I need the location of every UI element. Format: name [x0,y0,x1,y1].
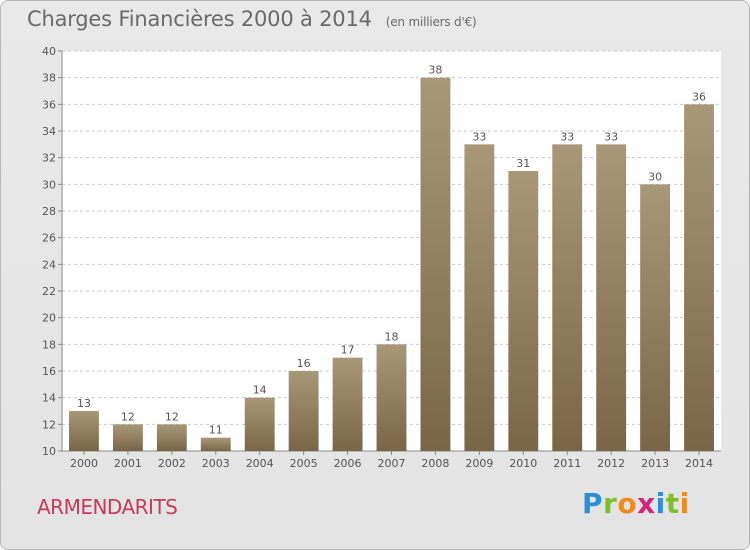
y-tick-label: 24 [42,258,56,271]
y-tick-label: 36 [42,98,56,111]
commune-name: ARMENDARITS [37,495,178,519]
data-label: 13 [77,397,91,410]
x-tick-label: 2007 [378,457,406,470]
bar [684,104,714,451]
y-tick-label: 14 [42,392,56,405]
x-tick-label: 2014 [685,457,713,470]
data-label: 16 [297,357,311,370]
data-label: 17 [341,344,355,357]
y-tick-label: 16 [42,365,56,378]
x-tick-label: 2000 [70,457,98,470]
x-tick-label: 2008 [421,457,449,470]
bar [156,424,187,451]
x-tick-label: 2004 [246,457,274,470]
x-tick-label: 2003 [202,457,230,470]
x-tick-label: 2005 [290,457,318,470]
bar [464,144,495,452]
data-label: 31 [516,157,530,170]
bar [508,171,539,451]
bar [244,397,275,451]
chart-title-text: Charges Financières 2000 à 2014 [27,7,372,31]
x-tick-label: 2013 [641,457,669,470]
x-tick-label: 2002 [158,457,186,470]
x-tick-label: 2011 [553,457,581,470]
y-tick-label: 28 [42,205,56,218]
x-tick-label: 2010 [509,457,537,470]
bar [288,371,319,451]
bar [69,411,99,451]
bar [552,144,583,452]
y-tick-label: 38 [42,72,56,85]
y-tick-label: 22 [42,285,56,298]
chart-title: Charges Financières 2000 à 2014 (en milli… [27,7,477,31]
data-label: 12 [165,410,179,423]
x-tick-label: 2001 [114,457,142,470]
logo-letter: t [665,487,680,520]
y-tick-label: 32 [42,152,56,165]
bar [200,437,231,451]
y-tick-label: 34 [42,125,56,138]
x-tick-label: 2012 [597,457,625,470]
logo-letter: i [679,487,690,520]
bar [112,424,143,451]
y-tick-label: 40 [42,45,56,58]
x-tick-label: 2009 [465,457,493,470]
y-tick-label: 30 [42,178,56,191]
logo-letter: x [637,487,656,520]
data-label: 11 [209,424,223,437]
data-label: 30 [648,170,662,183]
bar [420,77,451,452]
data-label: 12 [121,410,135,423]
logo-letter: r [603,487,618,520]
logo-letter: P [582,487,604,520]
logo-letter: i [655,487,666,520]
data-label: 33 [560,130,574,143]
chart-subtitle: (en milliers d'€) [385,15,477,29]
bar [596,144,627,452]
x-tick-label: 2006 [334,457,362,470]
bar [640,184,671,452]
bar [332,357,363,451]
data-label: 38 [428,64,442,77]
y-tick-label: 26 [42,232,56,245]
y-tick-label: 12 [42,418,56,431]
data-label: 18 [385,330,399,343]
y-tick-label: 10 [42,445,56,458]
logo-letter: o [617,487,638,520]
data-label: 33 [472,130,486,143]
y-tick-label: 20 [42,312,56,325]
data-label: 33 [604,130,618,143]
y-tick-label: 18 [42,338,56,351]
bar [376,344,407,451]
data-label: 14 [253,384,267,397]
data-label: 36 [692,90,706,103]
